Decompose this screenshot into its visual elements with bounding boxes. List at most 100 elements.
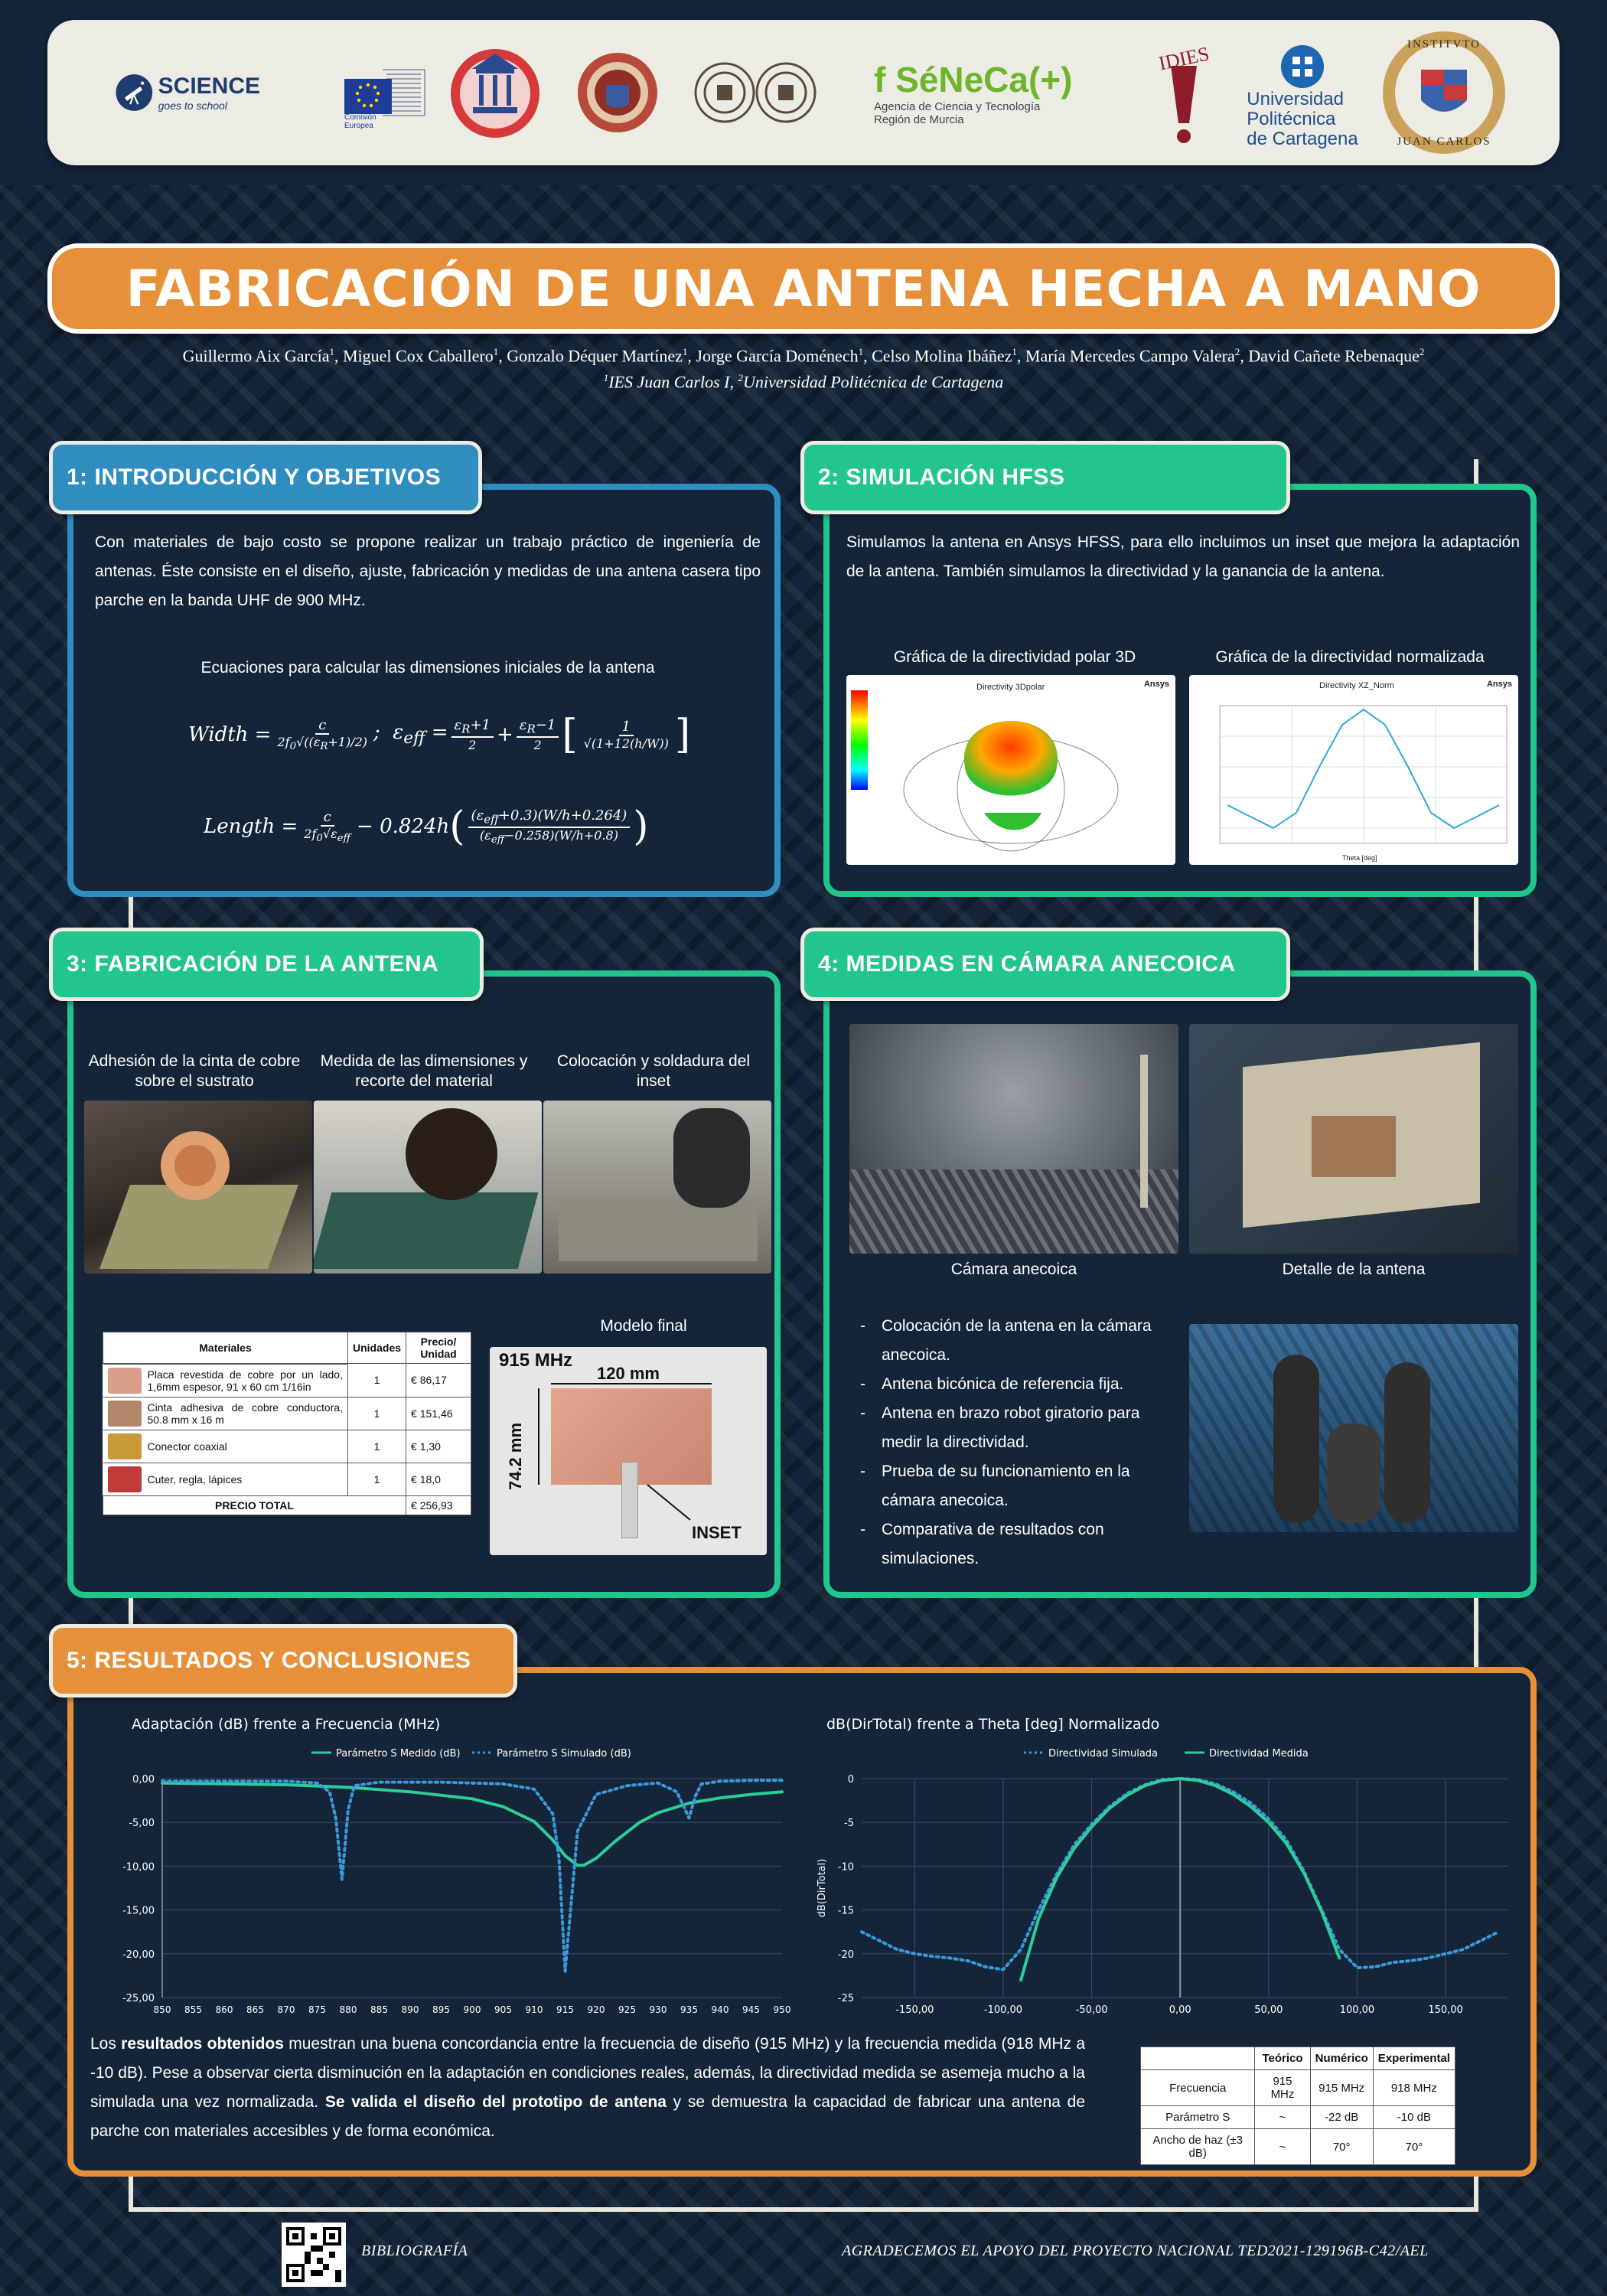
section-fabrication-title: 3: FABRICACIÓN DE LA ANTENA xyxy=(67,951,439,977)
materials-header-item: Materiales xyxy=(103,1332,348,1364)
results-row: Parámetro S ~ -22 dB -10 dB xyxy=(1139,2105,1456,2129)
twin-seals-icon xyxy=(694,62,817,123)
width-equation: Width = c 2f0√((εR+1)/2) ; εeff = εR+1 2 +… xyxy=(188,712,691,758)
olimpiadas-emblem-icon xyxy=(451,49,539,138)
upct-logo-line-1: Universidad xyxy=(1247,89,1344,109)
x-tick-label: -100,00 xyxy=(984,2004,1022,2016)
bibliography-label[interactable]: BIBLIOGRAFÍA xyxy=(361,2242,468,2259)
photo-measuring xyxy=(314,1101,542,1274)
results-cell: 70° xyxy=(1372,2128,1456,2165)
materials-row: Cuter, regla, lápices 1 € 18,0 xyxy=(103,1462,471,1496)
photo-soldering xyxy=(543,1101,771,1274)
results-cell: 918 MHz xyxy=(1372,2069,1456,2106)
materials-row: Conector coaxial 1 € 1,30 xyxy=(103,1429,471,1463)
measurement-step: Comparativa de resultados con simulacion… xyxy=(860,1515,1166,1574)
measurement-step: Antena bicónica de referencia fija. xyxy=(860,1370,1166,1399)
y-tick-label: -15,00 xyxy=(122,1906,155,1917)
upct-logo-line-3: de Cartagena xyxy=(1247,129,1358,149)
x-tick-label: 910 xyxy=(526,2004,543,2015)
fabrication-caption-3: Colocación y soldadura del inset xyxy=(556,1052,751,1090)
chamber-caption: Cámara anecoica xyxy=(950,1261,1077,1278)
results-text-part: Se valida el diseño del prototipo de ant… xyxy=(324,2093,667,2111)
fabrication-caption-2: Medida de las dimensiones y recorte del … xyxy=(320,1052,528,1090)
seneca-logo-subtext-2: Región de Murcia xyxy=(874,113,964,126)
material-thumbnail xyxy=(107,1466,142,1492)
poster-title: FABRICACIÓN DE UNA ANTENA HECHA A MANO xyxy=(125,259,1482,318)
bibliography-qr-code[interactable] xyxy=(282,2223,346,2287)
results-cell: Parámetro S xyxy=(1139,2105,1256,2129)
model-inset-label: INSET xyxy=(692,1523,742,1542)
material-name: Conector coaxial xyxy=(147,1440,227,1453)
material-thumbnail xyxy=(107,1401,142,1427)
x-tick-label: 950 xyxy=(774,2004,791,2015)
y-tick-label: -5,00 xyxy=(129,1818,155,1829)
results-table-body: Frecuencia 915 MHz 915 MHz 918 MHz Parámetro… xyxy=(1139,2069,1456,2165)
section-intro-tab: 1: INTRODUCCIÓN Y OBJETIVOS xyxy=(49,441,482,514)
plot-3d-title: Directivity 3Dpolar xyxy=(976,683,1045,692)
legend-label: Parámetro S Medido (dB) xyxy=(336,1748,461,1760)
plot-3d-ansys-label: Ansys xyxy=(1143,680,1169,689)
upct-logo: Universidad Politécnica de Cartagena xyxy=(1234,35,1371,158)
seneca-logo: f SéNeCa(+) Agencia de Ciencia y Tecnolo… xyxy=(874,51,1126,135)
chart-grid xyxy=(162,1778,782,1998)
section-measurements-tab: 4: MEDIDAS EN CÁMARA ANECOICA xyxy=(800,928,1290,1001)
materials-total-row: PRECIO TOTAL € 256,93 xyxy=(102,1495,471,1515)
material-units: 1 xyxy=(347,1396,407,1430)
x-tick-label: 925 xyxy=(618,2004,636,2015)
instituto-logo-top-text: INSTITVTO xyxy=(1407,38,1482,51)
y-axis-label: dB(DirTotal) xyxy=(817,1859,828,1918)
equations-caption: Ecuaciones para calcular las dimensiones… xyxy=(200,659,655,677)
frame-line-bottom xyxy=(129,2207,1478,2212)
materials-row: Cinta adhesiva de cobre conductora, 50.8… xyxy=(103,1396,471,1430)
results-text-part: resultados obtenidos xyxy=(121,2035,284,2053)
sponsor-logo-bar: SCIENCE goes to school Comisión Europea … xyxy=(47,20,1560,165)
antenna-detail-caption: Detalle de la antena xyxy=(1282,1261,1426,1278)
results-cell: -10 dB xyxy=(1372,2105,1456,2129)
section-results-panel: Adaptación (dB) frente a Frecuencia (MHz… xyxy=(67,1667,1537,2177)
results-cell: Ancho de haz (±3 dB) xyxy=(1139,2128,1256,2165)
results-cell: 70° xyxy=(1309,2128,1374,2165)
section-intro-panel: Con materiales de bajo costo se propone … xyxy=(67,484,781,897)
x-tick-label: 915 xyxy=(556,2004,574,2015)
idies-logo: IDIES xyxy=(1149,42,1218,150)
poster-title-box: FABRICACIÓN DE UNA ANTENA HECHA A MANO xyxy=(47,243,1560,334)
team-member-2 xyxy=(1327,1424,1380,1523)
authors-line: Guillermo Aix García1, Miguel Cox Caball… xyxy=(182,346,1425,366)
idies-exclamation-icon xyxy=(1171,66,1197,143)
legend-label: Parámetro S Simulado (dB) xyxy=(497,1748,631,1760)
plot-norm-xlabel: Theta [deg] xyxy=(1342,854,1377,862)
model-freq-label: 915 MHz xyxy=(499,1350,573,1371)
author-affil-3: 1 xyxy=(858,346,864,357)
material-price: € 151,46 xyxy=(406,1396,471,1430)
science-goes-to-school-logo: SCIENCE goes to school xyxy=(115,58,260,127)
coax-connector xyxy=(621,1462,638,1538)
team-photo xyxy=(1189,1324,1518,1532)
author-affil-6: 2 xyxy=(1419,346,1425,357)
instituto-seal-icon xyxy=(1383,31,1505,154)
x-tick-label: 860 xyxy=(216,2004,233,2015)
legend-label: Directividad Medida xyxy=(1209,1748,1309,1760)
section-simulation-title: 2: SIMULACIÓN HFSS xyxy=(818,465,1065,490)
intro-text: Con materiales de bajo costo se propone … xyxy=(95,533,761,609)
material-price: € 86,17 xyxy=(406,1363,471,1397)
material-name: Placa revestida de cobre por un lado, 1,… xyxy=(147,1368,344,1393)
seneca-logo-subtext-1: Agencia de Ciencia y Tecnología xyxy=(874,100,1041,113)
author-0: Guillermo Aix García xyxy=(182,346,330,366)
results-cell: -22 dB xyxy=(1309,2105,1374,2129)
section-simulation-tab: 2: SIMULACIÓN HFSS xyxy=(800,441,1290,514)
chart-grid xyxy=(862,1778,1508,1998)
student-head xyxy=(406,1108,497,1200)
x-tick-label: 50,00 xyxy=(1254,2004,1283,2016)
section-measurements-panel: Cámara anecoica Detalle de la antena Col… xyxy=(823,970,1537,1598)
author-affil-2: 1 xyxy=(682,346,688,357)
qr-code-icon xyxy=(286,2227,341,2282)
x-tick-label: 940 xyxy=(712,2004,729,2015)
acknowledgement-text: AGRADECEMOS EL APOYO DEL PROYECTO NACION… xyxy=(842,2242,1429,2259)
x-tick-label: 865 xyxy=(246,2004,264,2015)
x-tick-label: 850 xyxy=(154,2004,171,2015)
science-logo-subtext: goes to school xyxy=(158,99,227,112)
directivity-normalized-plot-graphic xyxy=(1219,705,1508,844)
materials-header-price: Precio/ Unidad xyxy=(406,1332,471,1364)
y-tick-label: -20 xyxy=(838,1949,854,1961)
x-tick-label: 930 xyxy=(650,2004,667,2015)
